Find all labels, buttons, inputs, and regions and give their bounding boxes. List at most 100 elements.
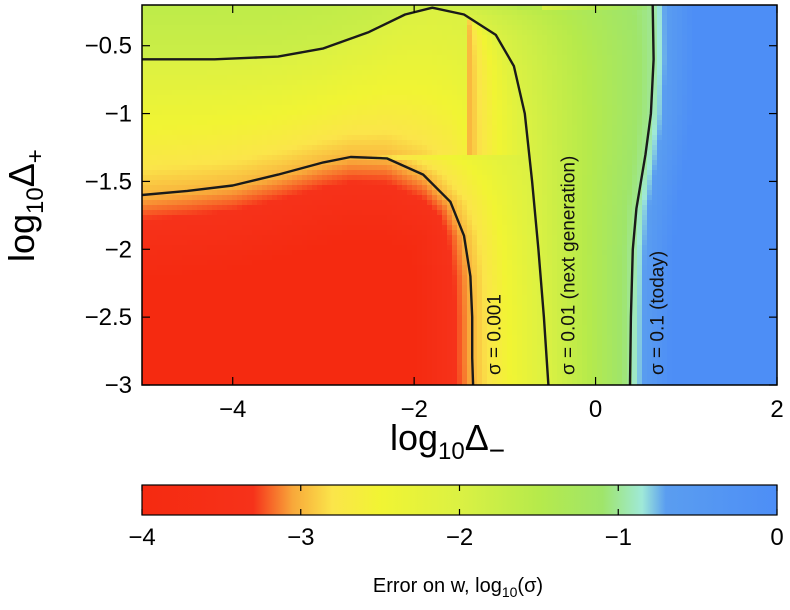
heatmap-cell — [282, 90, 288, 96]
heatmap-cell — [217, 245, 223, 251]
heatmap-cell — [422, 330, 428, 336]
heatmap-cell — [362, 130, 368, 136]
heatmap-cell — [352, 245, 358, 251]
heatmap-cell — [227, 280, 233, 286]
heatmap-cell — [277, 95, 283, 101]
heatmap-cell — [202, 265, 208, 271]
heatmap-cell — [327, 205, 333, 211]
heatmap-cell — [357, 195, 363, 201]
heatmap-cell — [457, 330, 463, 336]
heatmap-cell — [142, 320, 148, 326]
heatmap-cell — [467, 170, 473, 176]
heatmap-cell — [352, 235, 358, 241]
heatmap-cell — [397, 295, 403, 301]
heatmap-cell — [442, 370, 448, 376]
heatmap-cell — [447, 165, 453, 171]
heatmap-cell — [187, 345, 193, 351]
heatmap-cell — [387, 380, 393, 385]
heatmap-cell — [412, 115, 418, 121]
heatmap-cell — [297, 220, 303, 226]
heatmap-cell — [422, 255, 428, 261]
heatmap-cell — [152, 380, 158, 385]
heatmap-cell — [217, 300, 223, 306]
heatmap-cell — [327, 320, 333, 326]
heatmap-cell — [172, 380, 178, 385]
heatmap-cell — [227, 220, 233, 226]
heatmap-cell — [307, 345, 313, 351]
heatmap-cell — [397, 90, 403, 96]
heatmap-cell — [162, 300, 168, 306]
heatmap-cell — [442, 90, 448, 96]
heatmap-cell — [317, 90, 323, 96]
heatmap-cell — [292, 55, 298, 61]
heatmap-cell — [327, 15, 333, 21]
heatmap-cell — [307, 60, 313, 66]
heatmap-cell — [217, 25, 223, 31]
heatmap-cell — [462, 200, 468, 206]
heatmap-cell — [362, 260, 368, 266]
heatmap-cell — [387, 150, 393, 156]
heatmap-cell — [367, 35, 373, 41]
heatmap-cell — [197, 130, 203, 136]
heatmap-cell — [432, 80, 438, 86]
heatmap-cell — [267, 75, 273, 81]
heatmap-cell — [302, 150, 308, 156]
heatmap-cell — [387, 320, 393, 326]
heatmap-cell — [192, 135, 198, 141]
heatmap-cell — [367, 230, 373, 236]
heatmap-cell — [147, 265, 153, 271]
heatmap-cell — [227, 155, 233, 161]
heatmap-cell — [262, 30, 268, 36]
heatmap-cell — [202, 375, 208, 381]
heatmap-cell — [187, 255, 193, 261]
heatmap-cell — [452, 250, 458, 256]
heatmap-cell — [197, 270, 203, 276]
heatmap-cell — [357, 210, 363, 216]
heatmap-cell — [157, 335, 163, 341]
heatmap-cell — [312, 35, 318, 41]
heatmap-cell — [292, 10, 298, 16]
heatmap-cell — [212, 315, 218, 321]
heatmap-cell — [292, 120, 298, 126]
heatmap-cell — [212, 120, 218, 126]
heatmap-cell — [177, 105, 183, 111]
heatmap-cell — [302, 55, 308, 61]
heatmap-cell — [412, 225, 418, 231]
heatmap-cell — [407, 70, 413, 76]
heatmap-cell — [282, 15, 288, 21]
heatmap-cell — [402, 320, 408, 326]
heatmap-cell — [312, 60, 318, 66]
heatmap-cell — [257, 285, 263, 291]
heatmap-cell — [257, 240, 263, 246]
heatmap-cell — [347, 235, 353, 241]
heatmap-cell — [167, 235, 173, 241]
heatmap-cell — [457, 60, 463, 66]
heatmap-cell — [267, 250, 273, 256]
heatmap-cell — [262, 45, 268, 51]
heatmap-cell — [187, 215, 193, 221]
heatmap-cell — [372, 330, 378, 336]
heatmap-cell — [167, 110, 173, 116]
heatmap-cell — [177, 90, 183, 96]
heatmap-cell — [237, 270, 243, 276]
heatmap-cell — [407, 330, 413, 336]
heatmap-cell — [272, 110, 278, 116]
heatmap-cell — [262, 195, 268, 201]
heatmap-cell — [277, 110, 283, 116]
heatmap-cell — [237, 80, 243, 86]
heatmap-cell — [292, 115, 298, 121]
heatmap-cell — [337, 200, 343, 206]
heatmap-cell — [407, 280, 413, 286]
heatmap-cell — [417, 40, 423, 46]
heatmap-cell — [357, 185, 363, 191]
heatmap-cell — [212, 235, 218, 241]
heatmap-cell — [442, 125, 448, 131]
heatmap-cell — [362, 140, 368, 146]
heatmap-cell — [312, 195, 318, 201]
heatmap-cell — [367, 325, 373, 331]
heatmap-cell — [142, 300, 148, 306]
heatmap-cell — [252, 115, 258, 121]
heatmap-cell — [297, 355, 303, 361]
heatmap-cell — [182, 170, 188, 176]
heatmap-cell — [382, 125, 388, 131]
